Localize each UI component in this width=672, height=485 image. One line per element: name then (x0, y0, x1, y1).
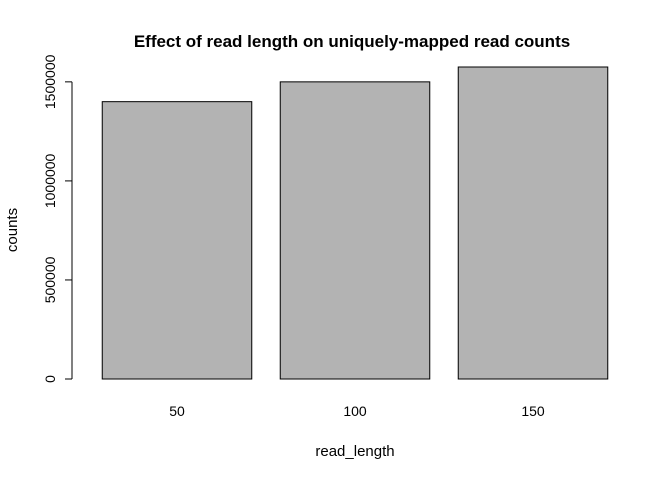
y-axis-label: counts (4, 208, 21, 252)
bars-group (101, 66, 609, 380)
x-axis-label: read_length (315, 443, 394, 460)
y-axis: 0 500000 1000000 1500000 (42, 54, 73, 383)
x-tick-label: 100 (343, 403, 367, 419)
y-tick-label: 0 (42, 375, 58, 383)
y-tick-label: 1500000 (42, 54, 58, 109)
bar-150 (457, 66, 609, 380)
x-tick-label: 150 (521, 403, 545, 419)
bar-50 (101, 101, 253, 380)
x-tick-label: 50 (169, 403, 185, 419)
y-tick-label: 1000000 (42, 153, 58, 208)
y-tick-label: 500000 (42, 256, 58, 303)
chart-title: Effect of read length on uniquely-mapped… (134, 32, 570, 51)
bar-100 (279, 81, 431, 380)
x-tick-labels: 50 100 150 (169, 403, 545, 419)
